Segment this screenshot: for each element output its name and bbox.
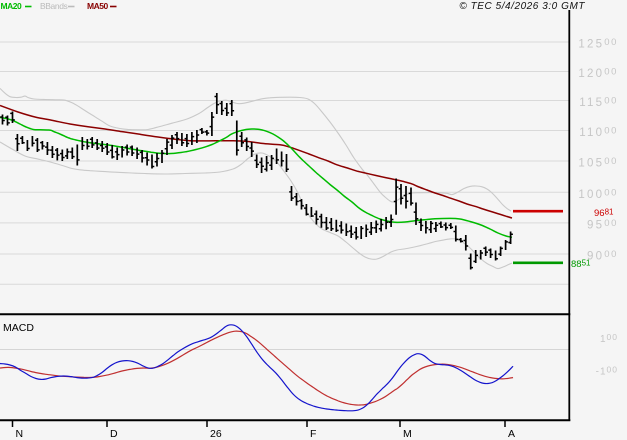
svg-text:D: D (110, 428, 118, 440)
svg-text:© TEC 5/4/2026 3:0 GMT: © TEC 5/4/2026 3:0 GMT (459, 1, 585, 12)
svg-text:MACD: MACD (3, 322, 34, 334)
svg-text:9000: 9000 (587, 249, 618, 263)
svg-text:12000: 12000 (578, 67, 618, 81)
svg-text:10000: 10000 (578, 187, 618, 201)
svg-text:MA20: MA20 (1, 1, 22, 11)
svg-text:N: N (16, 428, 24, 440)
svg-text:BBands: BBands (40, 1, 68, 11)
svg-text:100: 100 (600, 332, 618, 345)
svg-text:8851: 8851 (571, 259, 591, 271)
svg-text:9681: 9681 (594, 208, 614, 220)
svg-text:F: F (310, 428, 316, 440)
svg-text:26: 26 (210, 428, 222, 440)
svg-text:11000: 11000 (579, 126, 618, 140)
svg-text:11500: 11500 (579, 96, 618, 110)
svg-text:9500: 9500 (587, 218, 618, 232)
svg-text:MA50: MA50 (87, 1, 108, 11)
svg-text:10500: 10500 (578, 156, 618, 170)
svg-text:-100: -100 (596, 365, 618, 378)
svg-text:A: A (508, 428, 515, 440)
svg-text:M: M (403, 428, 412, 440)
svg-text:12500: 12500 (578, 37, 618, 51)
